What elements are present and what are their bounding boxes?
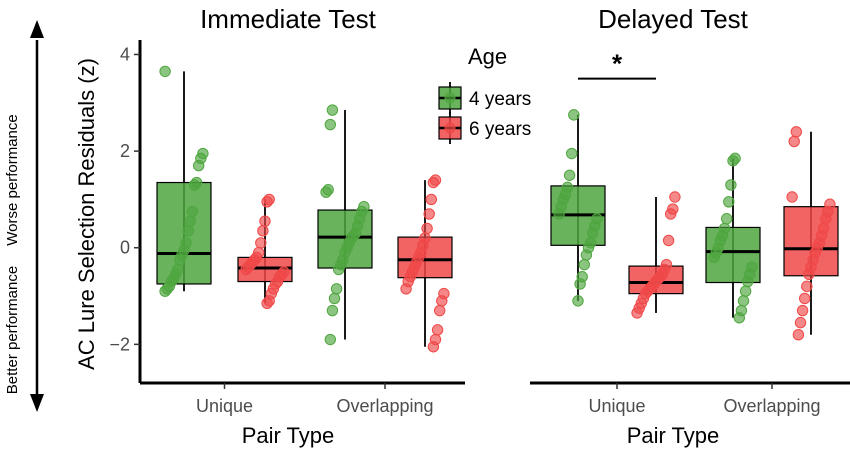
box-group: [317, 104, 373, 346]
data-point: [669, 191, 681, 203]
data-point: [792, 328, 805, 341]
data-point: [425, 193, 437, 206]
data-point: [193, 159, 205, 172]
data-point: [257, 225, 269, 237]
data-point: [553, 208, 565, 220]
legend-title: Age: [468, 44, 507, 69]
x-axis-title-delayed: Pair Type: [627, 423, 720, 448]
data-point: [708, 251, 720, 264]
data-point: [326, 304, 339, 317]
legend-entry: 6 years: [438, 112, 531, 144]
significance-star: *: [612, 49, 623, 79]
data-point: [421, 222, 433, 235]
up-arrow-icon: [30, 20, 44, 38]
box-group: [237, 193, 293, 309]
y-tick-label: 0: [120, 238, 130, 258]
box-group: [628, 191, 684, 319]
x-axis-title-immediate: Pair Type: [242, 423, 335, 448]
data-point: [803, 268, 815, 281]
box-group: [783, 126, 839, 341]
data-point: [725, 179, 737, 191]
y-tick-label: 2: [120, 141, 130, 161]
panel-title-immediate: Immediate Test: [200, 4, 377, 34]
down-arrow-icon: [30, 394, 44, 412]
x-tick-label: Unique: [196, 396, 253, 416]
data-point: [794, 316, 807, 329]
data-point: [330, 283, 343, 295]
box-group: [550, 109, 606, 307]
data-point: [568, 109, 580, 121]
x-tick-label: Unique: [588, 396, 645, 416]
data-point: [662, 234, 675, 247]
data-point: [723, 196, 735, 208]
data-point: [186, 205, 199, 218]
y-tick-label: −2: [109, 334, 130, 354]
data-point: [786, 191, 798, 203]
data-point: [259, 215, 271, 227]
data-point: [328, 292, 341, 305]
x-tick-label: Overlapping: [336, 396, 433, 416]
legend: Age 4 years 6 years: [438, 44, 531, 144]
data-point: [261, 297, 273, 309]
data-point: [566, 147, 578, 160]
data-point: [788, 135, 800, 148]
better-performance-label: Better performance: [4, 266, 21, 394]
data-point: [326, 104, 339, 116]
data-point: [159, 65, 171, 78]
data-point: [431, 324, 444, 336]
data-point: [665, 208, 677, 220]
data-point: [563, 169, 576, 181]
data-point: [737, 295, 750, 307]
legend-label: 6 years: [469, 119, 531, 140]
data-point: [400, 283, 412, 295]
data-point: [174, 254, 186, 266]
data-point: [742, 275, 754, 288]
data-point: [434, 304, 446, 317]
data-point: [572, 295, 584, 307]
panel-title-delayed: Delayed Test: [598, 4, 749, 34]
worse-performance-label: Worse performance: [4, 114, 21, 245]
legend-point: [444, 92, 456, 104]
x-tick-label: Overlapping: [723, 396, 820, 416]
data-point: [182, 225, 194, 237]
data-point: [423, 208, 435, 220]
data-point: [333, 263, 345, 276]
data-point: [587, 227, 599, 239]
data-point: [721, 213, 733, 225]
data-point: [733, 312, 745, 324]
data-point: [324, 333, 336, 346]
data-point: [261, 196, 273, 208]
data-point: [578, 258, 590, 271]
data-point: [240, 263, 252, 276]
y-axis-title: AC Lure Selection Residuals (z): [74, 58, 99, 370]
performance-axis-annotation: Worse performance Better performance: [4, 20, 44, 412]
legend-label: 4 years: [469, 89, 531, 110]
data-point: [188, 179, 201, 191]
data-point: [631, 307, 643, 319]
data-point: [580, 249, 593, 261]
data-point: [184, 215, 197, 227]
data-point: [255, 237, 267, 249]
legend-point: [444, 122, 456, 134]
data-point: [727, 155, 739, 167]
box-group: [156, 65, 212, 297]
y-tick-label: 4: [120, 44, 130, 64]
data-point: [436, 295, 448, 307]
data-point: [739, 285, 752, 297]
box-group: [705, 152, 761, 324]
data-point: [574, 278, 586, 290]
data-point: [159, 285, 171, 297]
legend-entry: 4 years: [438, 82, 531, 114]
data-point: [320, 186, 332, 198]
data-point: [799, 292, 811, 305]
data-point: [801, 280, 813, 293]
data-point: [427, 176, 440, 189]
data-point: [324, 118, 336, 131]
box-group: [397, 174, 453, 353]
data-point: [427, 341, 440, 353]
data-point: [790, 126, 802, 138]
data-point: [796, 304, 809, 317]
data-point: [820, 213, 832, 225]
